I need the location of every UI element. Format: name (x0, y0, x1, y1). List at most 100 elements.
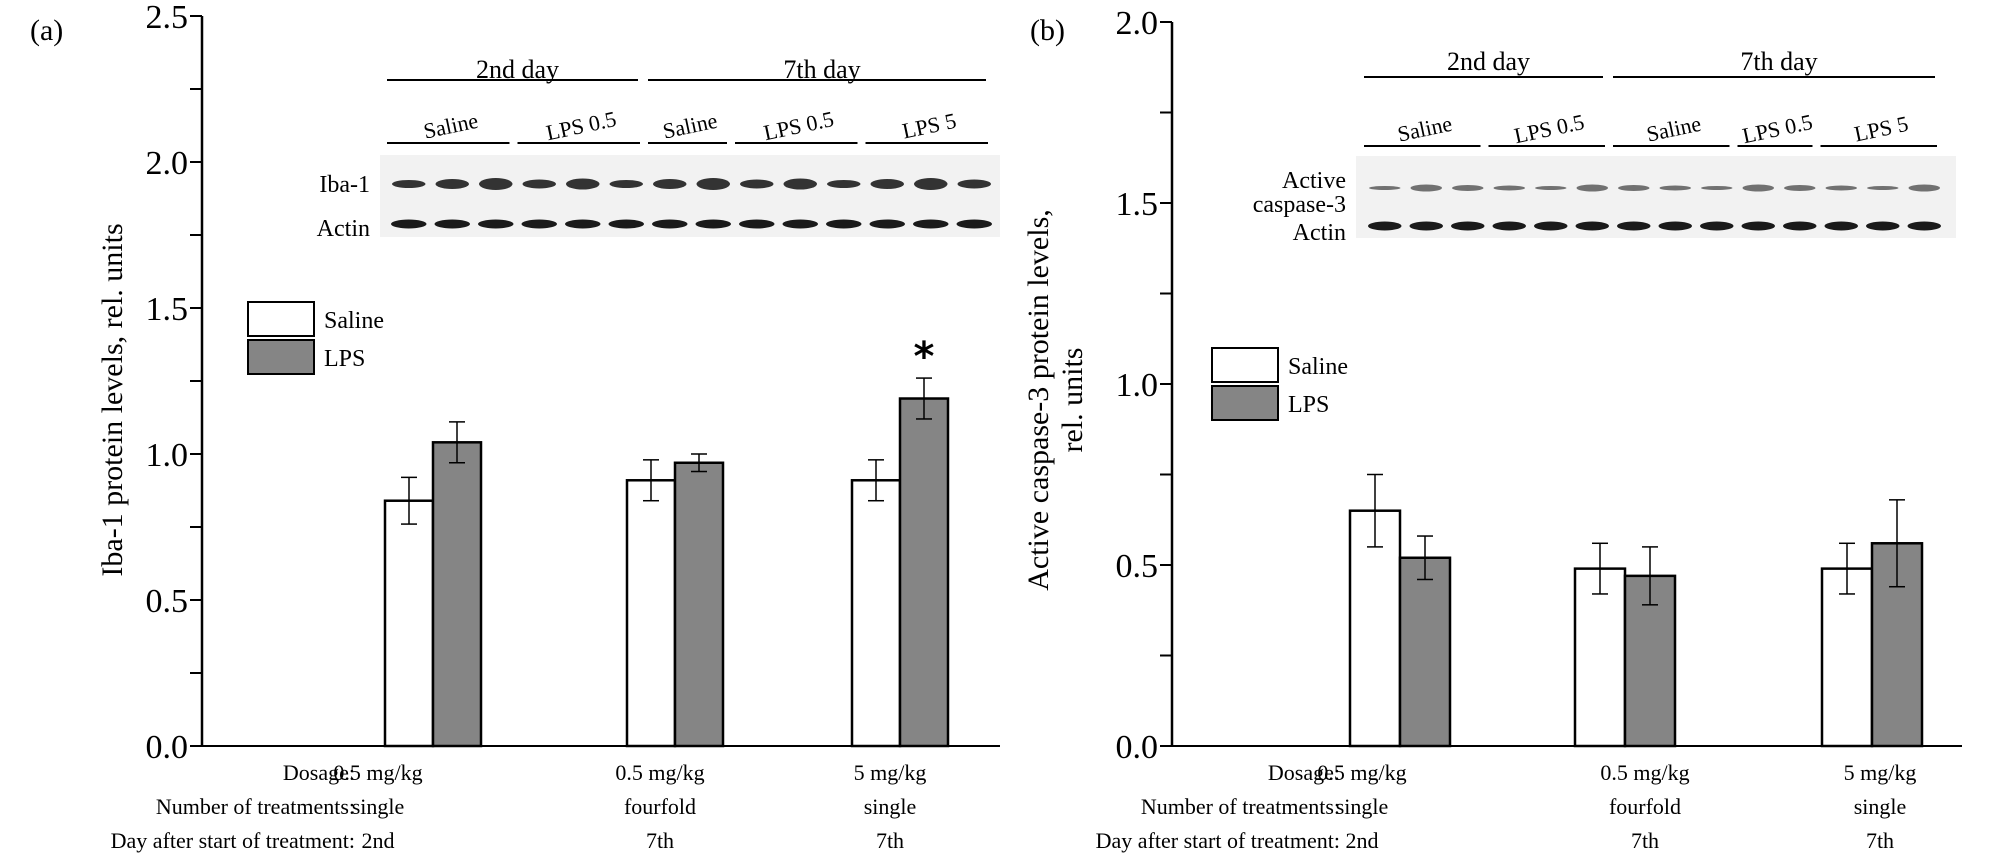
x-table-cell: 7th (876, 828, 904, 853)
blot-membrane (1356, 156, 1956, 238)
blot-band-actin (1907, 221, 1941, 231)
blot-treatment-label: Saline (1395, 111, 1454, 147)
x-table-cell: single (1854, 794, 1907, 819)
blot-band-target (957, 179, 991, 189)
x-table-cell: 0.5 mg/kg (615, 760, 704, 785)
blot-band-target (870, 179, 904, 189)
bar-lps (898, 397, 950, 748)
blot-treatment-label: LPS 0.5 (1512, 109, 1587, 148)
blot-band-actin (1783, 221, 1817, 231)
blot-row-label: caspase-3 (1253, 192, 1346, 218)
blot-row-label: Iba-1 (319, 172, 370, 198)
blot-treatment-label: LPS 0.5 (761, 106, 836, 145)
blot-band-target (1535, 186, 1567, 190)
blot-band-target (914, 178, 948, 190)
legend-swatch-lps (247, 339, 315, 375)
x-table-cell: 7th (1866, 828, 1894, 853)
blot-band-target (653, 179, 687, 189)
blot-band-target (1493, 185, 1525, 191)
blot-band-target (1452, 185, 1484, 191)
blot-band-actin (608, 219, 644, 229)
x-table-cell: 5 mg/kg (854, 760, 927, 785)
blot-treatment-label: Saline (660, 108, 719, 144)
bar-lps (673, 461, 725, 748)
bar-saline (625, 479, 677, 748)
y-tick-label: 0.5 (1116, 548, 1159, 585)
y-tick-label: 2.5 (146, 0, 189, 36)
blot-band-target (609, 180, 643, 188)
blot-band-target (1618, 185, 1650, 191)
blot-band-actin (1824, 221, 1858, 231)
blot-treatment-label: LPS 0.5 (544, 106, 619, 145)
y-tick-label: 0.0 (1116, 729, 1159, 766)
x-table-cell: 7th (646, 828, 674, 853)
x-table-cell: single (352, 794, 405, 819)
panel-b-label: (b) (1030, 14, 1065, 47)
blot-band-target (1908, 184, 1940, 192)
blot-row-label: Actin (317, 216, 370, 242)
blot-band-actin (1575, 221, 1609, 231)
bar-saline (850, 479, 902, 748)
blot-band-target (1825, 185, 1857, 191)
blot-band-actin (869, 219, 905, 229)
blot-band-target (522, 179, 556, 189)
y-tick-label: 0.0 (146, 729, 189, 766)
blot-band-target (1659, 185, 1691, 191)
blot-band-actin (652, 219, 688, 229)
blot-band-target (1867, 186, 1899, 190)
y-tick-label: 1.0 (146, 437, 189, 474)
blot-treatment-label: LPS 0.5 (1740, 109, 1815, 148)
blot-band-target (827, 180, 861, 188)
panel-a-y-axis: 0.0 0.5 1.0 1.5 2.0 2.5 (146, 0, 1000, 766)
blot-band-target (1784, 185, 1816, 191)
panel-b-legend: Saline LPS (1211, 347, 1348, 421)
blot-band-target (435, 179, 469, 189)
x-table-row-label: Dosage: (1268, 760, 1340, 785)
blot-band-actin (1368, 221, 1402, 231)
y-tick-label: 2.0 (1116, 5, 1159, 42)
blot-band-target (479, 178, 513, 190)
x-table-cell: 2nd (362, 828, 395, 853)
blot-treatment-label: LPS 5 (900, 108, 958, 144)
bar-saline (1573, 567, 1627, 748)
blot-membrane (380, 155, 1000, 237)
blot-band-actin (739, 219, 775, 229)
x-table-row-label: Dosage: (283, 760, 355, 785)
blot-band-target (392, 180, 426, 188)
legend-label-saline: Saline (324, 308, 384, 334)
blot-band-target (1576, 184, 1608, 192)
panel-b: (b) Active caspase-3 protein levels, rel… (1022, 5, 1962, 853)
y-tick-label: 0.5 (146, 583, 189, 620)
legend-swatch-lps (1211, 385, 1279, 421)
y-tick-label: 1.5 (146, 291, 189, 328)
legend-label-lps: LPS (1288, 392, 1329, 418)
panel-a-legend: Saline LPS (247, 301, 384, 375)
blot-band-target (566, 178, 600, 190)
legend-label-saline: Saline (1288, 354, 1348, 380)
blot-band-actin (695, 219, 731, 229)
y-tick-label: 1.5 (1116, 186, 1159, 223)
panel-b-y-axis: 0.0 0.5 1.0 1.5 2.0 (1116, 5, 1962, 766)
blot-treatment-label: Saline (421, 108, 480, 144)
panel-b-y-axis-title: Active caspase-3 protein levels, (1022, 209, 1055, 591)
blot-treatment-label: LPS 5 (1852, 111, 1910, 147)
blot-band-target (1701, 186, 1733, 190)
x-table-cell: fourfold (1609, 794, 1681, 819)
x-table-cell: single (1336, 794, 1389, 819)
x-table-cell: 5 mg/kg (1844, 760, 1917, 785)
bar-lps (1398, 556, 1452, 748)
significance-marker: * (914, 334, 935, 380)
blot-row-label: Active (1282, 168, 1346, 194)
x-table-row-label: Number of treatments: (1141, 794, 1340, 819)
blot-band-actin (1866, 221, 1900, 231)
blot-band-actin (478, 219, 514, 229)
blot-band-actin (1492, 221, 1526, 231)
blot-row-label: Actin (1293, 220, 1346, 246)
panel-b-bars (1348, 473, 1924, 748)
bar-lps (431, 441, 483, 748)
x-table-cell: 0.5 mg/kg (1317, 760, 1406, 785)
